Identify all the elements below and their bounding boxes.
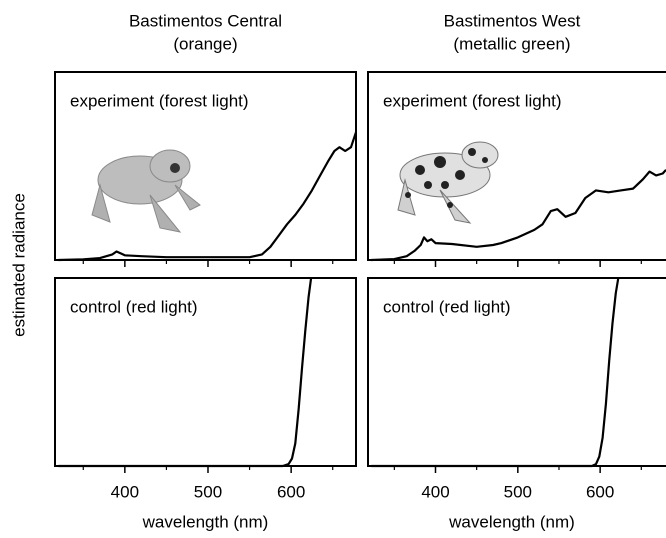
x-axis-label: wavelength (nm) [142, 512, 269, 531]
panel-frame [54, 71, 357, 261]
spectrum-line [58, 277, 313, 468]
spectrum-line [58, 131, 358, 262]
x-tick-label: 600 [586, 482, 614, 501]
x-axis-label: wavelength (nm) [448, 512, 575, 531]
panel-annotation: experiment (forest light) [383, 91, 562, 110]
frog-green [397, 141, 499, 224]
column-title: Bastimentos West [444, 11, 581, 30]
panel-annotation: experiment (forest light) [70, 91, 249, 110]
x-tick-label: 600 [277, 482, 305, 501]
x-tick-label: 400 [111, 482, 139, 501]
x-tick-label: 400 [421, 482, 449, 501]
column-subtitle: (metallic green) [453, 34, 570, 53]
panel-annotation: control (red light) [70, 297, 198, 316]
column-title: Bastimentos Central [129, 11, 282, 30]
spectrum-line [371, 169, 666, 262]
y-axis-label: estimated radiance [9, 193, 28, 337]
spectrum-line [371, 277, 620, 468]
x-tick-label: 500 [504, 482, 532, 501]
x-tick-label: 500 [194, 482, 222, 501]
panel-frame [54, 277, 357, 467]
panel-annotation: control (red light) [383, 297, 511, 316]
frog-orange [91, 149, 201, 233]
column-subtitle: (orange) [173, 34, 237, 53]
